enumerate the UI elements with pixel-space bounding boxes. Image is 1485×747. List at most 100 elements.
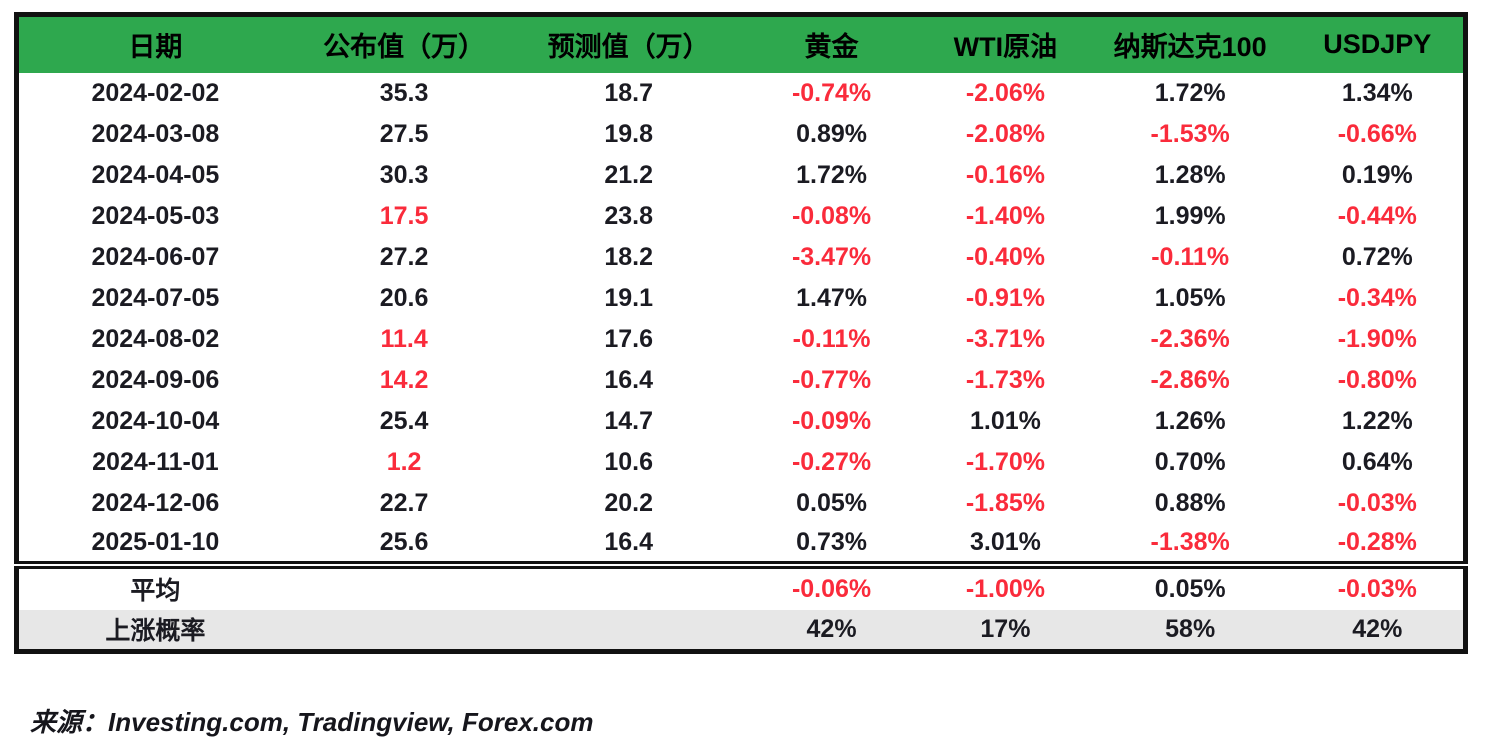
value-cell: -2.86% xyxy=(1088,359,1292,401)
table-row-2024-12-06: 2024-12-06 22.7 20.2 0.05% -1.85% 0.88% -0.03% xyxy=(16,482,1466,524)
value-cell: 0.72% xyxy=(1291,236,1466,278)
column-header-6: 纳斯达克100 xyxy=(1088,14,1292,73)
table-row-2024-03-08: 2024-03-08 27.5 19.8 0.89% -2.08% -1.53% -0.66… xyxy=(16,113,1466,155)
value-cell: -1.73% xyxy=(922,359,1089,401)
row-label-cell: 2024-06-07 xyxy=(16,236,292,278)
value-cell: -0.09% xyxy=(740,400,923,442)
column-header-1: 日期 xyxy=(16,14,292,73)
value-cell: -0.28% xyxy=(1291,523,1466,565)
value-cell: 22.7 xyxy=(291,482,517,524)
header-row: 日期 公布值（万） 预测值（万） 黄金 WTI原油 纳斯达克100 USDJPY xyxy=(16,14,1466,73)
table-row-2024-06-07: 2024-06-07 27.2 18.2 -3.47% -0.40% -0.11% 0.72… xyxy=(16,236,1466,278)
source-list: Investing.com, Tradingview, Forex.com xyxy=(108,707,594,737)
table-row-2024-02-02: 2024-02-02 35.3 18.7 -0.74% -2.06% 1.72% 1.34% xyxy=(16,72,1466,114)
row-label-cell: 2024-02-02 xyxy=(16,72,292,114)
value-cell: 11.4 xyxy=(291,318,517,360)
value-cell: -0.16% xyxy=(922,154,1089,196)
table-row-2024-05-03: 2024-05-03 17.5 23.8 -0.08% -1.40% 1.99% -0.44… xyxy=(16,195,1466,237)
column-header-2: 公布值（万） xyxy=(291,14,517,73)
value-cell: -1.00% xyxy=(922,560,1089,610)
value-cell: 1.72% xyxy=(740,154,923,196)
value-cell xyxy=(291,609,517,652)
value-cell: -0.27% xyxy=(740,441,923,483)
row-label-cell: 2024-03-08 xyxy=(16,113,292,155)
value-cell: 58% xyxy=(1088,609,1292,652)
table-body: 2024-02-02 35.3 18.7 -0.74% -2.06% 1.72% 1.34%… xyxy=(16,72,1466,652)
column-header-7: USDJPY xyxy=(1291,14,1466,73)
table-row-2024-09-06: 2024-09-06 14.2 16.4 -0.77% -1.73% -2.86% -0.8… xyxy=(16,359,1466,401)
value-cell: 3.01% xyxy=(922,523,1089,565)
value-cell: 17.5 xyxy=(291,195,517,237)
row-label-cell: 2024-12-06 xyxy=(16,482,292,524)
value-cell: 0.89% xyxy=(740,113,923,155)
value-cell: 21.2 xyxy=(516,154,741,196)
column-header-3: 预测值（万） xyxy=(516,14,741,73)
row-label-cell: 2024-07-05 xyxy=(16,277,292,319)
table-row-2024-04-05: 2024-04-05 30.3 21.2 1.72% -0.16% 1.28% 0.19% xyxy=(16,154,1466,196)
row-label-cell: 2024-08-02 xyxy=(16,318,292,360)
table-row-2025-01-10: 2025-01-10 25.6 16.4 0.73% 3.01% -1.38% -0.28% xyxy=(16,523,1466,565)
value-cell: -1.85% xyxy=(922,482,1089,524)
row-label-cell: 2024-11-01 xyxy=(16,441,292,483)
table-row-2024-10-04: 2024-10-04 25.4 14.7 -0.09% 1.01% 1.26% 1.22% xyxy=(16,400,1466,442)
value-cell: 27.2 xyxy=(291,236,517,278)
value-cell: 1.05% xyxy=(1088,277,1292,319)
value-cell: -0.03% xyxy=(1291,560,1466,610)
row-label-cell: 平均 xyxy=(16,560,292,610)
value-cell: 0.05% xyxy=(740,482,923,524)
value-cell: -1.53% xyxy=(1088,113,1292,155)
value-cell: -0.34% xyxy=(1291,277,1466,319)
row-label-cell: 2024-05-03 xyxy=(16,195,292,237)
average-row: 平均 -0.06% -1.00% 0.05% -0.03% xyxy=(16,560,1466,610)
value-cell: 35.3 xyxy=(291,72,517,114)
value-cell: -0.91% xyxy=(922,277,1089,319)
value-cell: 1.2 xyxy=(291,441,517,483)
value-cell: 20.6 xyxy=(291,277,517,319)
value-cell: 23.8 xyxy=(516,195,741,237)
value-cell xyxy=(516,609,741,652)
value-cell: -2.06% xyxy=(922,72,1089,114)
value-cell: 14.2 xyxy=(291,359,517,401)
value-cell: -1.40% xyxy=(922,195,1089,237)
value-cell: 0.05% xyxy=(1088,560,1292,610)
column-header-5: WTI原油 xyxy=(922,14,1089,73)
value-cell: 1.34% xyxy=(1291,72,1466,114)
value-cell: 1.26% xyxy=(1088,400,1292,442)
value-cell: -0.08% xyxy=(740,195,923,237)
value-cell: 1.72% xyxy=(1088,72,1292,114)
value-cell: -0.80% xyxy=(1291,359,1466,401)
value-cell: 1.28% xyxy=(1088,154,1292,196)
value-cell: 1.01% xyxy=(922,400,1089,442)
value-cell: 18.2 xyxy=(516,236,741,278)
value-cell: 30.3 xyxy=(291,154,517,196)
table-row-2024-07-05: 2024-07-05 20.6 19.1 1.47% -0.91% 1.05% -0.34% xyxy=(16,277,1466,319)
table-row-2024-08-02: 2024-08-02 11.4 17.6 -0.11% -3.71% -2.36% -1.9… xyxy=(16,318,1466,360)
value-cell: 0.70% xyxy=(1088,441,1292,483)
value-cell: -0.11% xyxy=(740,318,923,360)
value-cell xyxy=(516,560,741,610)
row-label-cell: 2024-09-06 xyxy=(16,359,292,401)
value-cell: 19.8 xyxy=(516,113,741,155)
value-cell: 14.7 xyxy=(516,400,741,442)
value-cell: 42% xyxy=(740,609,923,652)
value-cell: 16.4 xyxy=(516,523,741,565)
value-cell: 18.7 xyxy=(516,72,741,114)
value-cell: 20.2 xyxy=(516,482,741,524)
value-cell: -0.03% xyxy=(1291,482,1466,524)
value-cell: -0.74% xyxy=(740,72,923,114)
value-cell: -3.47% xyxy=(740,236,923,278)
value-cell: 0.64% xyxy=(1291,441,1466,483)
value-cell: -2.36% xyxy=(1088,318,1292,360)
value-cell: -0.40% xyxy=(922,236,1089,278)
value-cell: -3.71% xyxy=(922,318,1089,360)
value-cell: -2.08% xyxy=(922,113,1089,155)
source-note: 来源：Investing.com, Tradingview, Forex.com xyxy=(30,702,1485,739)
value-cell: -1.90% xyxy=(1291,318,1466,360)
row-label-cell: 2025-01-10 xyxy=(16,523,292,565)
nonfarm-payrolls-market-reaction-table: 日期 公布值（万） 预测值（万） 黄金 WTI原油 纳斯达克100 USDJPY 2024-… xyxy=(14,12,1468,654)
value-cell: 1.22% xyxy=(1291,400,1466,442)
table-row-2024-11-01: 2024-11-01 1.2 10.6 -0.27% -1.70% 0.70% 0.64% xyxy=(16,441,1466,483)
value-cell: -0.11% xyxy=(1088,236,1292,278)
value-cell: -0.77% xyxy=(740,359,923,401)
column-header-4: 黄金 xyxy=(740,14,923,73)
